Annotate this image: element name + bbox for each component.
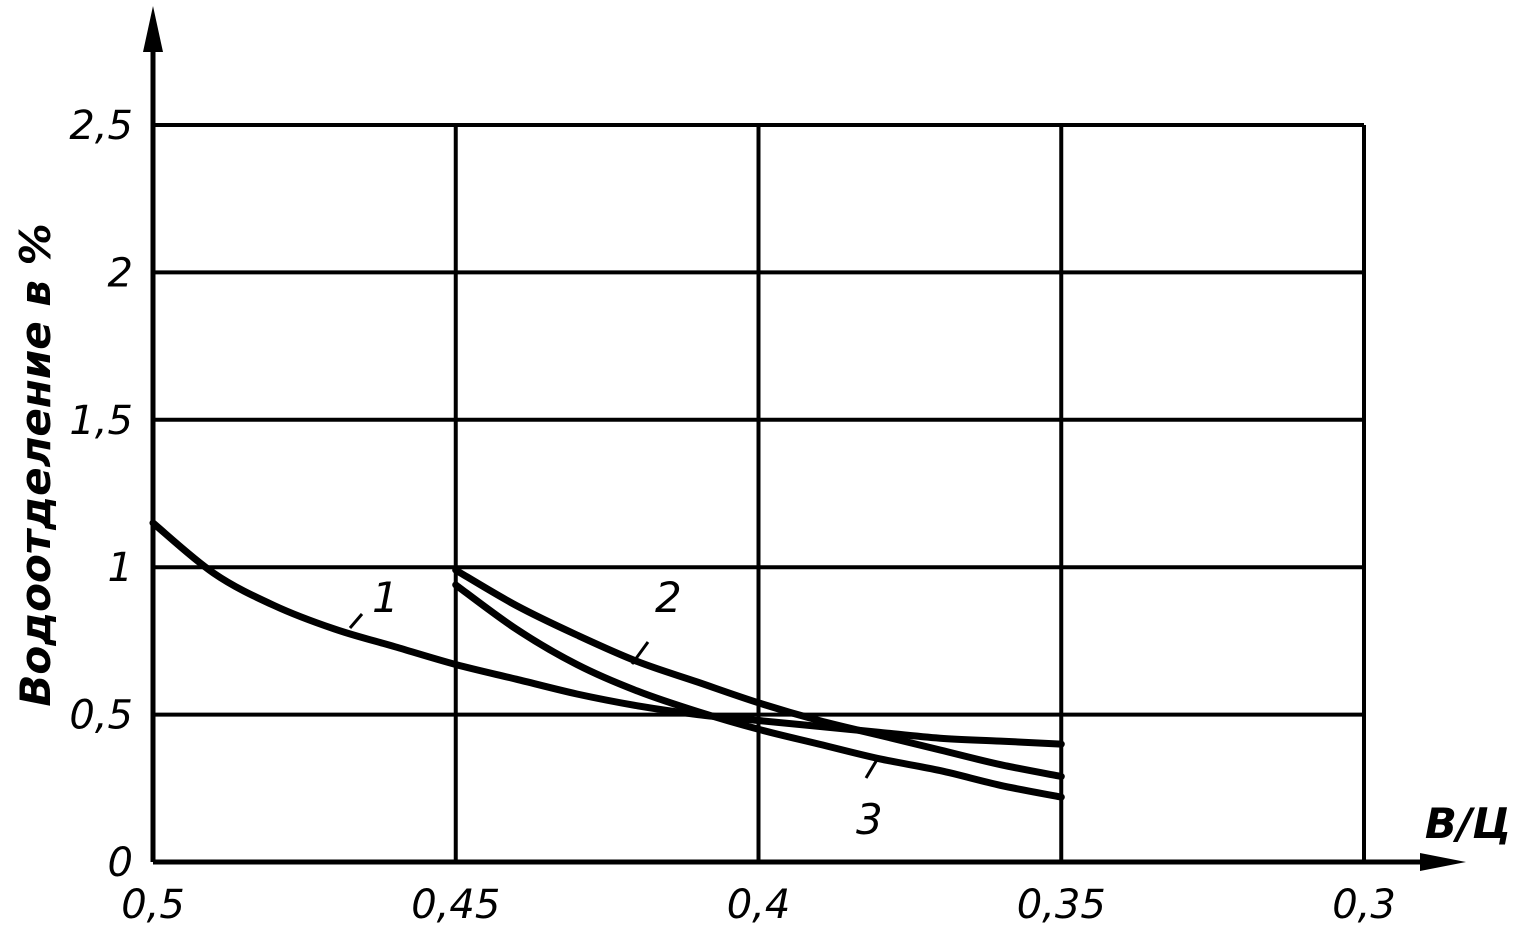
y-tick-label: 0 <box>108 840 133 886</box>
series-line-2 <box>452 566 1065 780</box>
axes <box>143 6 1466 871</box>
series-line-1 <box>149 519 1065 748</box>
series-label-1: 1 <box>372 573 399 622</box>
series-line-3 <box>452 581 1065 801</box>
series-leader-2 <box>630 641 650 665</box>
x-axis-arrow-icon <box>1420 853 1466 871</box>
x-tick-label: 0,35 <box>1017 882 1106 928</box>
x-tick-label: 0,4 <box>727 882 791 928</box>
y-tick-label: 1 <box>108 545 133 591</box>
y-tick-label: 1,5 <box>69 398 133 444</box>
y-tick-label: 0,5 <box>69 693 133 739</box>
series-label-2: 2 <box>655 573 682 622</box>
y-axis-title: Водоотделение в % <box>11 223 60 706</box>
x-tick-label: 0,45 <box>411 882 500 928</box>
x-tick-label: 0,5 <box>121 882 185 928</box>
x-tick-label: 0,3 <box>1332 882 1396 928</box>
series-leader-1 <box>348 613 364 629</box>
x-axis-title: В/Ц <box>1425 799 1511 848</box>
y-tick-label: 2 <box>108 250 133 296</box>
series-group <box>149 519 1065 801</box>
y-tick-label: 2,5 <box>69 103 133 149</box>
series-leader-3 <box>864 757 880 779</box>
series-label-3: 3 <box>856 795 883 844</box>
y-axis-arrow-icon <box>143 6 163 52</box>
ticks: 0,5 0,45 0,4 0,35 0,300,511,522,5 <box>69 103 1395 928</box>
grid <box>153 123 1366 862</box>
